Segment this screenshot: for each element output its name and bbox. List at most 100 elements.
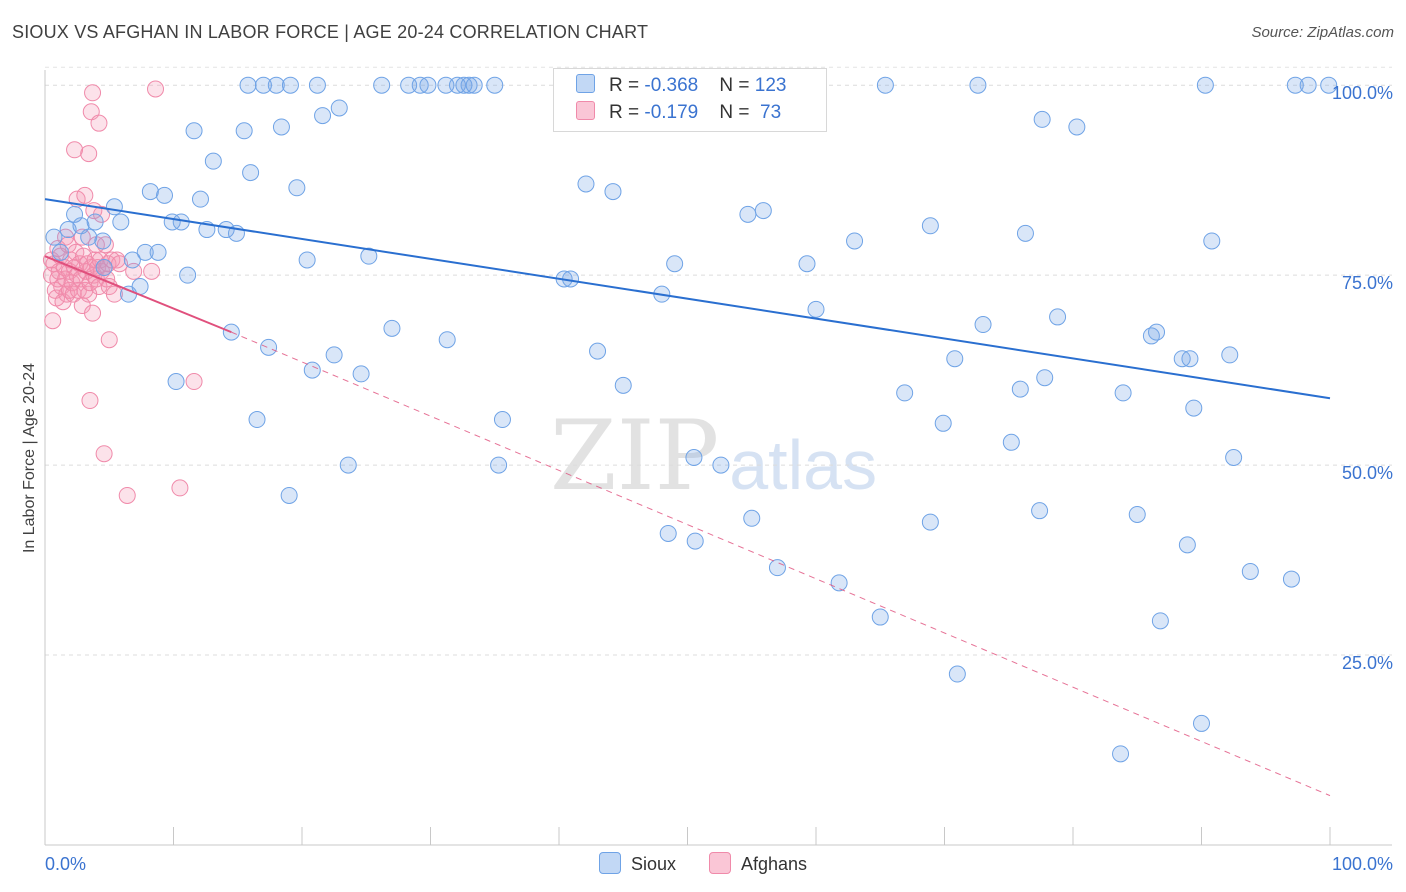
legend-row-sioux: R = -0.368 N = 123 xyxy=(576,74,786,100)
y-tick-label: 50.0% xyxy=(1342,463,1393,483)
sioux-point xyxy=(659,524,677,542)
sioux-point xyxy=(330,99,348,117)
legend-item-afghans[interactable]: Afghans xyxy=(708,852,808,875)
sioux-point xyxy=(686,532,704,550)
x-tick-label-max: 100.0% xyxy=(1332,854,1393,874)
sioux-point xyxy=(123,251,141,269)
sioux-point xyxy=(1282,570,1300,588)
afghans-point xyxy=(81,392,99,410)
sioux-point xyxy=(281,76,299,94)
sioux-point xyxy=(448,76,466,94)
sioux-point xyxy=(1031,502,1049,520)
sioux-point xyxy=(298,251,316,269)
sioux-point xyxy=(871,608,889,626)
sioux-point xyxy=(921,217,939,235)
sioux-legend-swatch xyxy=(598,852,621,874)
sioux-point xyxy=(400,76,418,94)
afghans-trend-solid xyxy=(44,255,232,334)
sioux-point xyxy=(51,243,69,261)
sioux-point xyxy=(589,342,607,360)
sioux-point xyxy=(490,456,508,474)
sioux-point xyxy=(1225,449,1243,466)
sioux-point xyxy=(179,266,197,284)
series-legend: Sioux Afghans xyxy=(0,852,1406,875)
sioux-point xyxy=(438,331,456,349)
sioux-point xyxy=(217,221,235,239)
sioux-point xyxy=(807,300,825,318)
afghans-point xyxy=(147,80,165,98)
sioux-point xyxy=(1286,76,1304,94)
sioux-point xyxy=(1114,384,1132,402)
afghans-point xyxy=(185,373,203,391)
sioux-point xyxy=(969,76,987,94)
sioux-point xyxy=(1011,380,1029,398)
sioux-point xyxy=(149,243,167,261)
sioux-point xyxy=(1241,562,1259,580)
sioux-point xyxy=(876,76,894,94)
sioux-point xyxy=(280,486,298,504)
sioux-point xyxy=(666,255,684,273)
sioux-trend-line xyxy=(44,198,1331,400)
sioux-point xyxy=(768,559,786,577)
sioux-point xyxy=(1221,346,1239,364)
afghans-point xyxy=(143,262,161,280)
x-tick-label-min: 0.0% xyxy=(45,854,86,874)
y-tick-label: 25.0% xyxy=(1342,653,1393,673)
sioux-point xyxy=(739,205,757,223)
sioux-point xyxy=(577,175,595,193)
trend-lines xyxy=(44,198,1331,797)
afghans-point xyxy=(67,243,85,261)
sioux-point xyxy=(493,411,511,429)
r-value-sioux: -0.368 xyxy=(644,75,699,96)
sioux-point xyxy=(272,118,290,136)
sioux-point xyxy=(383,319,401,337)
sioux-point xyxy=(419,76,437,94)
sioux-point xyxy=(185,122,203,140)
sioux-point xyxy=(1049,308,1067,326)
sioux-point xyxy=(1320,76,1338,94)
sioux-point xyxy=(798,255,816,273)
sioux-point xyxy=(95,259,113,277)
tick-labels: 25.0% 50.0% 75.0% 100.0% 0.0% 100.0% xyxy=(45,83,1393,874)
sioux-point xyxy=(86,213,104,231)
sioux-point xyxy=(1151,612,1169,630)
sioux-point xyxy=(80,228,98,246)
legend-item-sioux[interactable]: Sioux xyxy=(598,852,676,875)
sioux-point xyxy=(373,76,391,94)
chart-title: SIOUX VS AFGHAN IN LABOR FORCE | AGE 20-… xyxy=(12,22,649,42)
afghans-trend-dashed xyxy=(231,331,1331,797)
sioux-point xyxy=(896,384,914,402)
legend-label-sioux: Sioux xyxy=(630,854,676,874)
sioux-point xyxy=(946,350,964,368)
sioux-point xyxy=(248,411,266,429)
afghans-point xyxy=(95,445,113,463)
sioux-point xyxy=(156,186,174,204)
sioux-point xyxy=(1002,433,1020,451)
sioux-point xyxy=(288,179,306,197)
sioux-point xyxy=(360,247,378,265)
sioux-point xyxy=(1196,76,1214,94)
sioux-point xyxy=(141,183,159,201)
afghans-point xyxy=(66,141,84,159)
sioux-point xyxy=(846,232,864,250)
afghans-point xyxy=(90,114,108,132)
afghans-point xyxy=(80,145,98,163)
legend-label-afghans: Afghans xyxy=(740,854,808,874)
n-value-afghans: 73 xyxy=(754,102,782,123)
sioux-point xyxy=(191,190,209,208)
sioux-point xyxy=(455,76,473,94)
afghans-point xyxy=(76,186,94,204)
sioux-point xyxy=(465,76,483,94)
y-tick-label: 100.0% xyxy=(1332,83,1393,103)
afghans-point xyxy=(171,479,189,497)
sioux-point xyxy=(314,107,332,125)
sioux-point xyxy=(614,376,632,394)
stats-legend: R = -0.368 N = 123 R = -0.179 N = 73 xyxy=(553,68,827,132)
sioux-point xyxy=(1128,505,1146,523)
n-label: N = xyxy=(719,75,755,96)
sioux-point xyxy=(1036,369,1054,387)
sioux-point xyxy=(204,152,222,170)
r-label: R = xyxy=(609,102,645,123)
afghans-legend-swatch xyxy=(708,852,731,874)
